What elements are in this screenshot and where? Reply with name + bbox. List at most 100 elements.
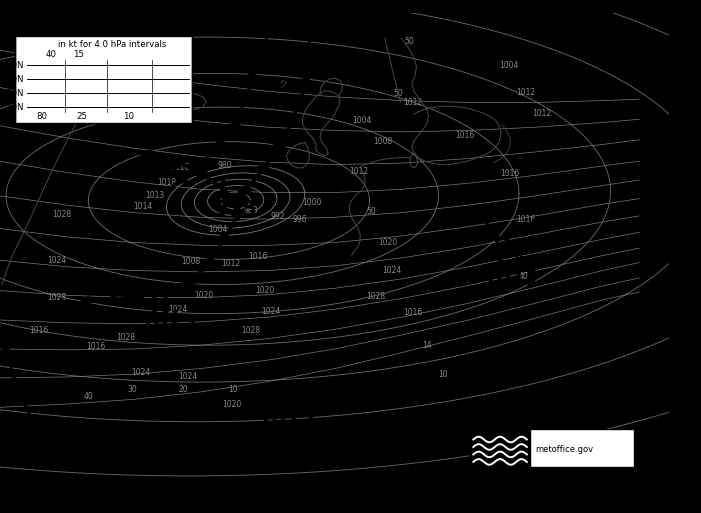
Text: 40N: 40N [6,103,24,112]
Text: 1012: 1012 [533,109,552,117]
Text: 40: 40 [46,50,57,60]
Polygon shape [221,233,231,244]
Text: 15: 15 [73,50,84,60]
Text: 988: 988 [243,206,257,215]
Text: 1016: 1016 [170,163,189,172]
Polygon shape [304,49,314,57]
Polygon shape [249,73,259,82]
Text: L: L [271,393,285,417]
Text: H: H [149,296,169,320]
Text: 1028: 1028 [53,210,72,220]
Text: 1004: 1004 [499,61,519,70]
Text: 1011: 1011 [483,270,541,290]
Polygon shape [198,157,207,167]
Text: 60N: 60N [6,74,24,84]
Text: 25: 25 [76,112,87,122]
Text: 1016: 1016 [403,308,422,318]
Text: 70N: 70N [6,61,24,70]
Circle shape [479,210,489,216]
Polygon shape [233,210,244,221]
Text: 50: 50 [405,37,414,46]
Polygon shape [294,100,303,108]
Text: 1028: 1028 [367,292,386,301]
Text: 10: 10 [228,385,238,394]
FancyBboxPatch shape [15,36,192,123]
Text: 1016: 1016 [516,214,535,224]
Text: 1012: 1012 [516,88,535,96]
Circle shape [287,116,298,125]
Circle shape [489,233,498,240]
Text: 1016: 1016 [29,326,48,335]
Polygon shape [178,173,188,183]
Text: 1018: 1018 [157,178,176,187]
Text: 1008: 1008 [374,136,393,146]
Polygon shape [301,75,311,83]
Text: metoffice.gov: metoffice.gov [536,445,594,454]
Text: 30: 30 [127,385,137,394]
Text: 1024: 1024 [168,305,187,314]
Text: 992: 992 [271,212,285,221]
Text: 1024: 1024 [382,266,401,275]
Circle shape [533,219,542,225]
Polygon shape [186,273,197,284]
Polygon shape [257,49,268,58]
Text: 1014: 1014 [134,202,153,211]
FancyBboxPatch shape [470,429,530,467]
Text: 1016: 1016 [86,342,105,351]
Text: 1017: 1017 [257,413,315,433]
Text: 975: 975 [214,200,257,220]
Text: 20: 20 [179,385,189,394]
Text: 14: 14 [422,341,432,350]
Text: 10: 10 [438,370,448,379]
Text: 50: 50 [367,207,376,216]
Polygon shape [81,296,90,308]
Circle shape [144,151,156,159]
Polygon shape [55,299,64,311]
Circle shape [510,229,519,236]
Text: 1008: 1008 [181,257,200,266]
Polygon shape [41,441,51,451]
Text: 1028: 1028 [241,326,261,335]
Polygon shape [1,302,10,313]
Text: 1012: 1012 [222,259,240,268]
Text: 40: 40 [519,272,529,281]
Text: 1000: 1000 [302,198,322,207]
Polygon shape [216,140,226,149]
Text: 1012: 1012 [349,167,369,176]
Polygon shape [17,394,27,404]
Text: 1012: 1012 [404,98,423,107]
Polygon shape [116,153,128,162]
Text: 50: 50 [393,89,403,97]
Circle shape [240,187,251,194]
Text: L: L [219,177,233,201]
Text: 101: 101 [634,57,690,83]
Polygon shape [0,345,11,353]
Polygon shape [108,293,117,305]
Text: 1016: 1016 [248,252,267,261]
Polygon shape [28,419,38,428]
Text: 1016: 1016 [456,131,475,140]
Text: 1024: 1024 [47,256,67,265]
Text: 50N: 50N [6,89,24,97]
Circle shape [197,171,208,179]
Text: 996: 996 [292,214,307,224]
Text: 1024: 1024 [131,368,150,377]
Text: 1020: 1020 [195,291,214,300]
Polygon shape [7,370,18,379]
Polygon shape [220,187,230,198]
Polygon shape [231,119,240,129]
Text: 80: 80 [36,112,47,122]
Circle shape [273,142,285,149]
Text: 1032: 1032 [139,314,198,334]
Polygon shape [172,161,182,170]
Circle shape [257,165,269,172]
Polygon shape [207,256,217,266]
Text: 1028: 1028 [48,293,67,302]
Polygon shape [240,96,251,106]
Text: 1024: 1024 [261,307,281,316]
Text: 1013: 1013 [146,191,165,200]
Text: 1020: 1020 [379,238,398,247]
Text: 1020: 1020 [223,401,242,409]
Text: L: L [496,252,511,276]
FancyBboxPatch shape [530,429,634,467]
